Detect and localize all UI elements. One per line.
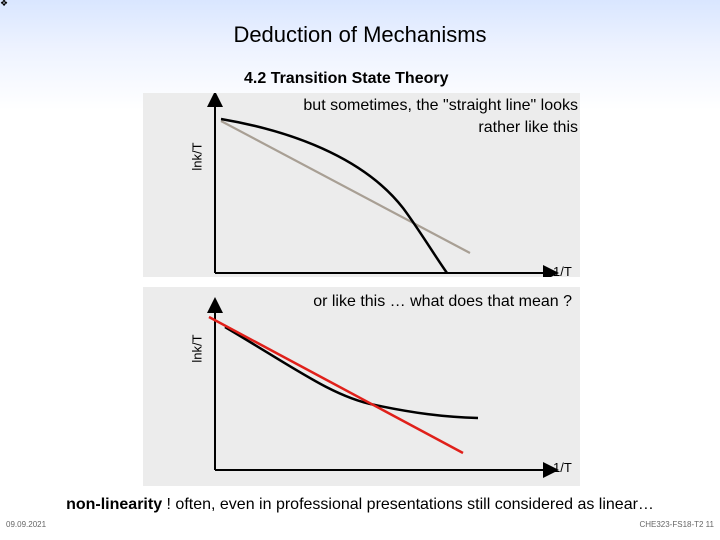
plot-top-svg: [207, 93, 559, 277]
curve-top: [220, 117, 449, 274]
plot-bottom-svg: [207, 297, 559, 478]
header-background: [0, 0, 720, 110]
x-axis-label-bottom: 1/T: [553, 460, 572, 475]
y-axis-label-top: lnk/T: [189, 142, 205, 171]
curve-bottom: [224, 325, 479, 420]
footer-ref: CHE323-FS18-T2 11: [639, 520, 714, 529]
x-axis-label-top: 1/T: [553, 264, 572, 279]
caption-top: but sometimes, the "straight line" looks…: [303, 95, 578, 139]
footer-date: 09.09.2021: [6, 520, 47, 529]
slide-title: Deduction of Mechanisms: [233, 22, 487, 47]
bottom-note-rest: ! often, even in professional presentati…: [162, 496, 654, 513]
straight-line-top: [220, 120, 471, 254]
section-title: 4.2 Transition State Theory: [244, 70, 449, 87]
y-axis-label-bottom: lnk/T: [189, 334, 205, 363]
bottom-note: non-linearity ! often, even in professio…: [0, 496, 720, 514]
caption-top-line1: but sometimes, the "straight line" looks: [303, 97, 578, 114]
caption-bottom: or like this … what does that mean ?: [313, 293, 572, 310]
plot-panel-bottom: or like this … what does that mean ? lnk…: [143, 287, 580, 486]
straight-line-bottom: [208, 315, 464, 455]
corner-mark: ❖: [0, 0, 9, 9]
caption-top-line2: rather like this: [478, 119, 578, 136]
bottom-note-bold: non-linearity: [66, 496, 163, 513]
plot-panel-top: but sometimes, the "straight line" looks…: [143, 93, 580, 279]
